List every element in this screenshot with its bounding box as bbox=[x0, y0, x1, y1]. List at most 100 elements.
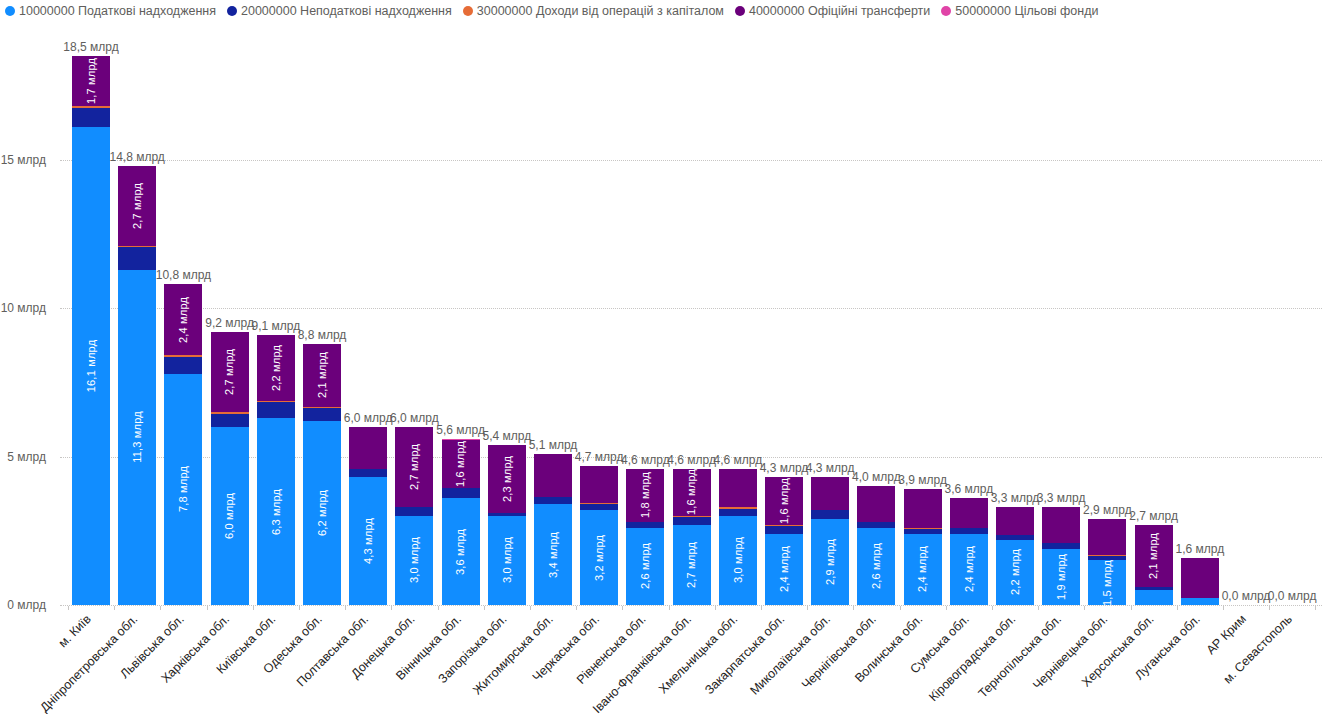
legend-item[interactable]: 20000000 Неподаткові надходження bbox=[227, 4, 452, 18]
bar-segment[interactable] bbox=[811, 477, 849, 510]
bar-segment[interactable] bbox=[1181, 598, 1219, 605]
bar-segment[interactable]: 1,6 млрд bbox=[442, 440, 480, 487]
bar-segment[interactable]: 2,6 млрд bbox=[626, 528, 664, 605]
bar-segment[interactable]: 4,3 млрд bbox=[349, 477, 387, 605]
bar-segment[interactable]: 2,7 млрд bbox=[211, 332, 249, 412]
bar-segment[interactable] bbox=[996, 535, 1034, 539]
bar-segment[interactable] bbox=[1181, 558, 1219, 598]
bar-segment[interactable]: 2,4 млрд bbox=[164, 284, 202, 355]
legend-item[interactable]: 30000000 Доходи від операцій з капіталом bbox=[463, 4, 724, 18]
bar-segment[interactable]: 2,3 млрд bbox=[488, 445, 526, 513]
bar-segment[interactable]: 2,9 млрд bbox=[811, 519, 849, 605]
bar-segment[interactable] bbox=[1088, 519, 1126, 555]
bar-segment[interactable] bbox=[904, 529, 942, 533]
bar-segment[interactable]: 1,7 млрд bbox=[72, 56, 110, 106]
bar-segment[interactable]: 3,0 млрд bbox=[395, 516, 433, 605]
bar-segment[interactable] bbox=[442, 439, 480, 440]
bar-segment[interactable]: 2,4 млрд bbox=[904, 534, 942, 605]
bar-segment[interactable]: 1,5 млрд bbox=[1088, 560, 1126, 605]
bar-segment[interactable]: 2,2 млрд bbox=[257, 335, 295, 400]
bar: 3,0 млрд 2,7 млрд bbox=[395, 427, 433, 605]
bar-segment[interactable] bbox=[719, 507, 757, 508]
bar-segment[interactable]: 2,2 млрд bbox=[996, 540, 1034, 605]
bar-segment[interactable] bbox=[303, 407, 341, 408]
bar-segment[interactable] bbox=[349, 469, 387, 478]
bar-segment[interactable]: 2,4 млрд bbox=[950, 534, 988, 605]
bar-segment[interactable]: 3,0 млрд bbox=[488, 516, 526, 605]
bar-segment[interactable] bbox=[673, 517, 711, 524]
bar-segment[interactable] bbox=[580, 466, 618, 503]
bar-segment[interactable] bbox=[1135, 590, 1173, 605]
bar-segment[interactable]: 7,8 млрд bbox=[164, 374, 202, 605]
bar-segment-label: 2,9 млрд bbox=[811, 519, 849, 605]
bar-segment[interactable]: 2,4 млрд bbox=[765, 534, 803, 605]
bar-segment[interactable] bbox=[580, 503, 618, 504]
bar-segment[interactable] bbox=[904, 528, 942, 529]
bar-segment[interactable] bbox=[1135, 587, 1173, 590]
bar-segment[interactable] bbox=[395, 507, 433, 516]
bar-segment[interactable] bbox=[1042, 543, 1080, 549]
bar-segment[interactable] bbox=[857, 486, 895, 522]
bar-segment[interactable] bbox=[580, 504, 618, 510]
bar-segment[interactable]: 3,6 млрд bbox=[442, 498, 480, 605]
bar-segment[interactable]: 6,2 млрд bbox=[303, 421, 341, 605]
bar-segment[interactable]: 3,0 млрд bbox=[719, 516, 757, 605]
gridline bbox=[60, 308, 1322, 309]
bar-segment[interactable] bbox=[765, 526, 803, 533]
bar-segment[interactable] bbox=[811, 510, 849, 519]
legend-item[interactable]: 50000000 Цільові фонди bbox=[941, 4, 1098, 18]
bar-segment[interactable] bbox=[765, 525, 803, 526]
bar-segment[interactable] bbox=[211, 412, 249, 414]
x-axis-label: Закарпатська обл. bbox=[702, 612, 787, 697]
x-axis-tick bbox=[391, 606, 392, 610]
bar-segment[interactable] bbox=[72, 108, 110, 127]
bar-segment[interactable]: 3,4 млрд bbox=[534, 504, 572, 605]
bar-segment[interactable] bbox=[719, 469, 757, 508]
bar-segment[interactable] bbox=[164, 357, 202, 373]
bar-segment[interactable] bbox=[118, 246, 156, 248]
bar-segment[interactable] bbox=[1088, 556, 1126, 560]
bar-segment[interactable] bbox=[673, 516, 711, 517]
bar-segment[interactable] bbox=[950, 528, 988, 534]
bar-segment[interactable]: 2,7 млрд bbox=[395, 427, 433, 507]
bar-segment[interactable] bbox=[1088, 555, 1126, 556]
bar-segment[interactable] bbox=[534, 497, 572, 504]
total-label: 4,6 млрд bbox=[713, 453, 762, 467]
bar-segment[interactable]: 2,1 млрд bbox=[303, 344, 341, 406]
bar-segment[interactable] bbox=[118, 247, 156, 269]
bar-segment[interactable] bbox=[442, 488, 480, 498]
bar-segment[interactable]: 6,0 млрд bbox=[211, 427, 249, 605]
bar-segment[interactable] bbox=[950, 498, 988, 528]
bar-segment[interactable] bbox=[257, 401, 295, 402]
bar-segment[interactable]: 6,3 млрд bbox=[257, 418, 295, 605]
legend-item[interactable]: 10000000 Податкові надходження bbox=[5, 4, 216, 18]
bar-segment[interactable] bbox=[488, 513, 526, 516]
bar-segment[interactable]: 3,2 млрд bbox=[580, 510, 618, 605]
bar-segment[interactable]: 2,7 млрд bbox=[673, 525, 711, 605]
bar-segment[interactable]: 1,6 млрд bbox=[765, 477, 803, 524]
x-axis-tick bbox=[114, 606, 115, 610]
bar-segment[interactable] bbox=[626, 522, 664, 528]
bar-segment[interactable] bbox=[996, 507, 1034, 535]
bar-segment[interactable]: 1,8 млрд bbox=[626, 469, 664, 522]
bar-segment[interactable] bbox=[857, 522, 895, 528]
bar-segment[interactable]: 2,6 млрд bbox=[857, 528, 895, 605]
bar-segment[interactable] bbox=[303, 408, 341, 421]
bar-segment[interactable] bbox=[257, 402, 295, 418]
bar-segment-label-text: 1,6 млрд bbox=[778, 478, 790, 524]
bar-segment[interactable] bbox=[719, 509, 757, 516]
bar-segment[interactable]: 11,3 млрд bbox=[118, 270, 156, 605]
bar-segment[interactable] bbox=[72, 106, 110, 108]
bar-segment[interactable] bbox=[904, 489, 942, 528]
bar-segment[interactable]: 2,1 млрд bbox=[1135, 525, 1173, 587]
bar-segment[interactable] bbox=[349, 427, 387, 469]
bar-segment[interactable] bbox=[211, 414, 249, 427]
bar-segment[interactable] bbox=[1042, 507, 1080, 543]
bar-segment[interactable]: 2,7 млрд bbox=[118, 166, 156, 246]
bar-segment[interactable]: 16,1 млрд bbox=[72, 127, 110, 605]
bar-segment[interactable]: 1,9 млрд bbox=[1042, 549, 1080, 605]
bar-segment[interactable] bbox=[534, 454, 572, 497]
bar-segment[interactable] bbox=[164, 355, 202, 357]
bar-segment[interactable]: 1,6 млрд bbox=[673, 469, 711, 516]
legend-item[interactable]: 40000000 Офіційні трансферти bbox=[735, 4, 930, 18]
